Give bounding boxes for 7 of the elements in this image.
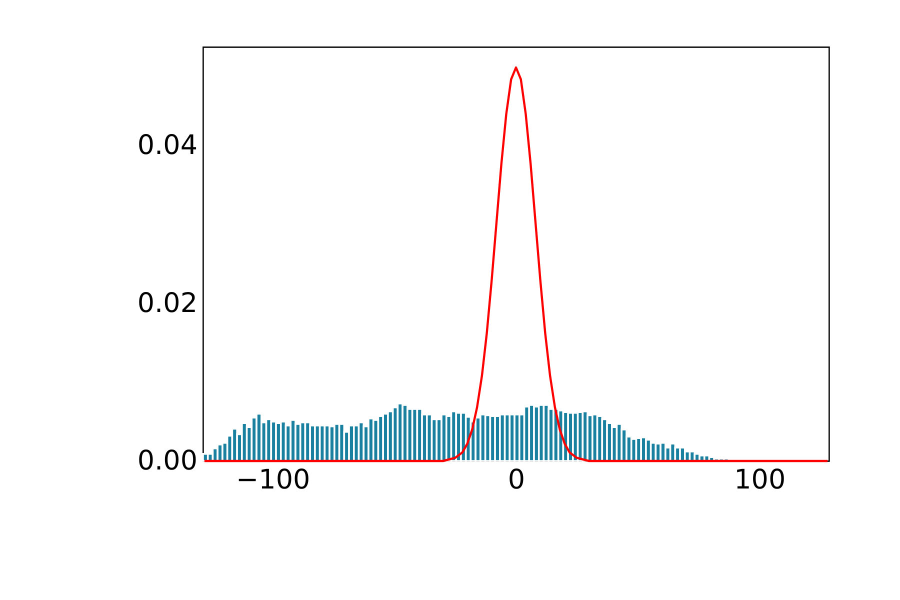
y-tick-label: 0.04 [137, 130, 198, 162]
x-tick-label: 100 [734, 464, 786, 496]
x-tick-label: −100 [236, 464, 310, 496]
y-tick-label: 0.00 [137, 446, 198, 476]
x-tick-label: 0 [508, 464, 526, 496]
line-series [203, 66, 829, 462]
y-tick-label: 0.02 [137, 288, 198, 319]
